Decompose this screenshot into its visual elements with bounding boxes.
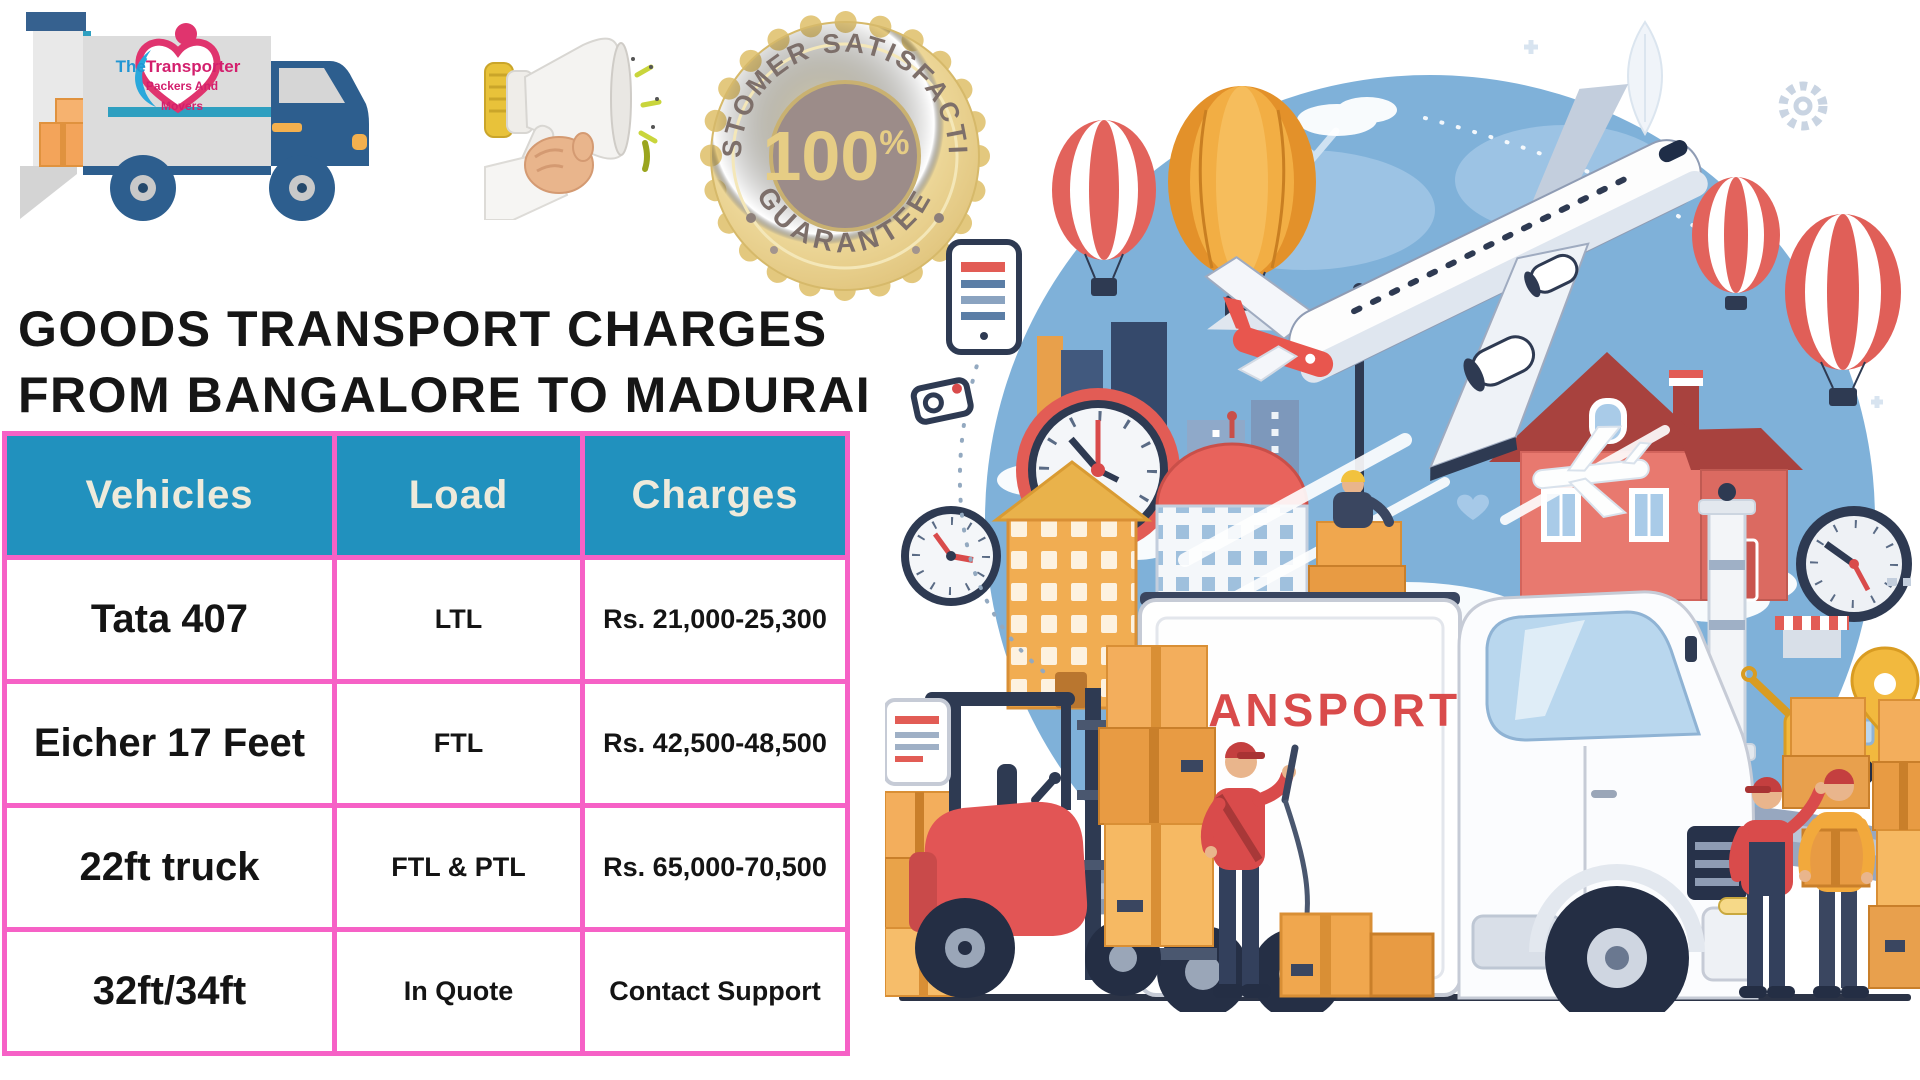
cab-window: [279, 68, 345, 103]
col-header-vehicles: Vehicles: [2, 431, 337, 560]
badge-center: [769, 80, 921, 232]
jet-engine: [1463, 253, 1579, 392]
teal-stripe: [108, 107, 271, 117]
dashed-route: [957, 350, 1051, 678]
vehicle-cell: 22ft truck: [2, 803, 337, 932]
dash-deco: [1887, 578, 1911, 586]
forklift-mast: [1085, 688, 1101, 980]
hand-swoosh-icon: [135, 50, 156, 107]
charges-cell: Rs. 21,000-25,300: [580, 555, 850, 684]
charges-cell: Rs. 65,000-70,500: [580, 803, 850, 932]
load-cell: In Quote: [332, 927, 585, 1056]
box-stack-on-forklift: [1098, 645, 1216, 947]
cockpit-window: [1658, 140, 1688, 163]
hot-air-balloon-orange: [1168, 86, 1316, 318]
headlight: [352, 134, 367, 150]
vehicle-cell: Eicher 17 Feet: [2, 679, 337, 808]
brand-name: TheTransporter: [116, 57, 241, 76]
table-row: Eicher 17 Feet FTL Rs. 42,500-48,500: [2, 679, 850, 808]
truck-cab: [1457, 590, 1761, 1012]
satisfaction-badge: CUSTOMER SATISFACTION GUARANTEE 100%: [698, 2, 990, 301]
worker-carrying-box: [1798, 769, 1875, 998]
worker-overalls: [1729, 777, 1827, 998]
side-mirror: [1685, 636, 1697, 662]
badge-value: 100: [762, 117, 879, 195]
page-title: GOODS TRANSPORT CHARGES FROM BANGALORE T…: [18, 296, 878, 428]
small-red-plane: [1223, 296, 1334, 382]
house-windows: [1541, 488, 1669, 542]
vehicle-cell: 32ft/34ft: [2, 927, 337, 1056]
wheels: [110, 155, 335, 221]
table-row: Tata 407 LTL Rs. 21,000-25,300: [2, 555, 850, 684]
heart-deco-icon: [1457, 494, 1489, 520]
white-plane-silhouette: [1532, 425, 1653, 519]
megaphone-icon: [484, 37, 662, 220]
transport-truck: TRANSPORT: [1138, 590, 1761, 1012]
table-row: 32ft/34ft In Quote Contact Support: [2, 927, 850, 1056]
badge-percent: %: [879, 124, 909, 162]
load-cell: FTL: [332, 679, 585, 808]
heart-icon: [135, 38, 221, 114]
small-clock-left: [901, 506, 1001, 606]
table-header-row: Vehicles Load Charges: [2, 431, 850, 560]
rate-table: Vehicles Load Charges Tata 407 LTL Rs. 2…: [2, 431, 850, 1056]
load-cell: LTL: [332, 555, 585, 684]
col-header-load: Load: [332, 431, 585, 560]
brand-mark: TheTransporter Packers And Movers: [116, 23, 241, 114]
hot-air-balloon-red-left: [1052, 120, 1156, 296]
brand-logo-truck: TheTransporter Packers And Movers: [20, 12, 369, 221]
charges-cell: Contact Support: [580, 927, 850, 1056]
leaf-icon: [1627, 20, 1663, 137]
airplane: [1204, 83, 1708, 481]
brand-line3: Movers: [161, 99, 203, 113]
sound-waves: [631, 57, 662, 172]
charges-cell: Rs. 42,500-48,500: [580, 679, 850, 808]
page-title-line1: GOODS TRANSPORT CHARGES: [18, 301, 828, 357]
box-stack-right-edge: [1868, 699, 1920, 989]
hot-air-balloon-red-right: [1785, 214, 1901, 406]
helmet-icon: [1341, 470, 1365, 482]
small-clock-right: [1796, 506, 1912, 622]
page-title-line2: FROM BANGALORE TO MADURAI: [18, 367, 872, 423]
col-header-charges: Charges: [580, 431, 850, 560]
brand-line2: Packers And: [146, 79, 218, 93]
person-head-icon: [175, 23, 197, 45]
phone-icon: [946, 239, 1022, 355]
security-camera-icon: [910, 377, 974, 425]
shop-awning: [1775, 616, 1849, 658]
logistics-scene-illustration: TRANSPORT: [885, 20, 1920, 1012]
svg-text:100%: 100%: [762, 117, 909, 195]
gear-icon: [1778, 81, 1828, 131]
table-row: 22ft truck FTL & PTL Rs. 65,000-70,500: [2, 803, 850, 932]
forklift: [909, 688, 1217, 998]
plus-marks: [1524, 40, 1883, 408]
sprayer-rod: [1281, 744, 1299, 804]
forklift-seat: [997, 764, 1017, 812]
vehicle-cell: Tata 407: [2, 555, 337, 684]
note-card-icon: [885, 698, 951, 786]
box-pile-center: [1279, 912, 1435, 998]
loading-ramp: [20, 166, 77, 219]
load-cell: FTL & PTL: [332, 803, 585, 932]
cargo-door-flap: [26, 12, 86, 31]
hot-air-balloon-red-small: [1692, 177, 1780, 310]
worker-red-cap: [1200, 742, 1311, 998]
